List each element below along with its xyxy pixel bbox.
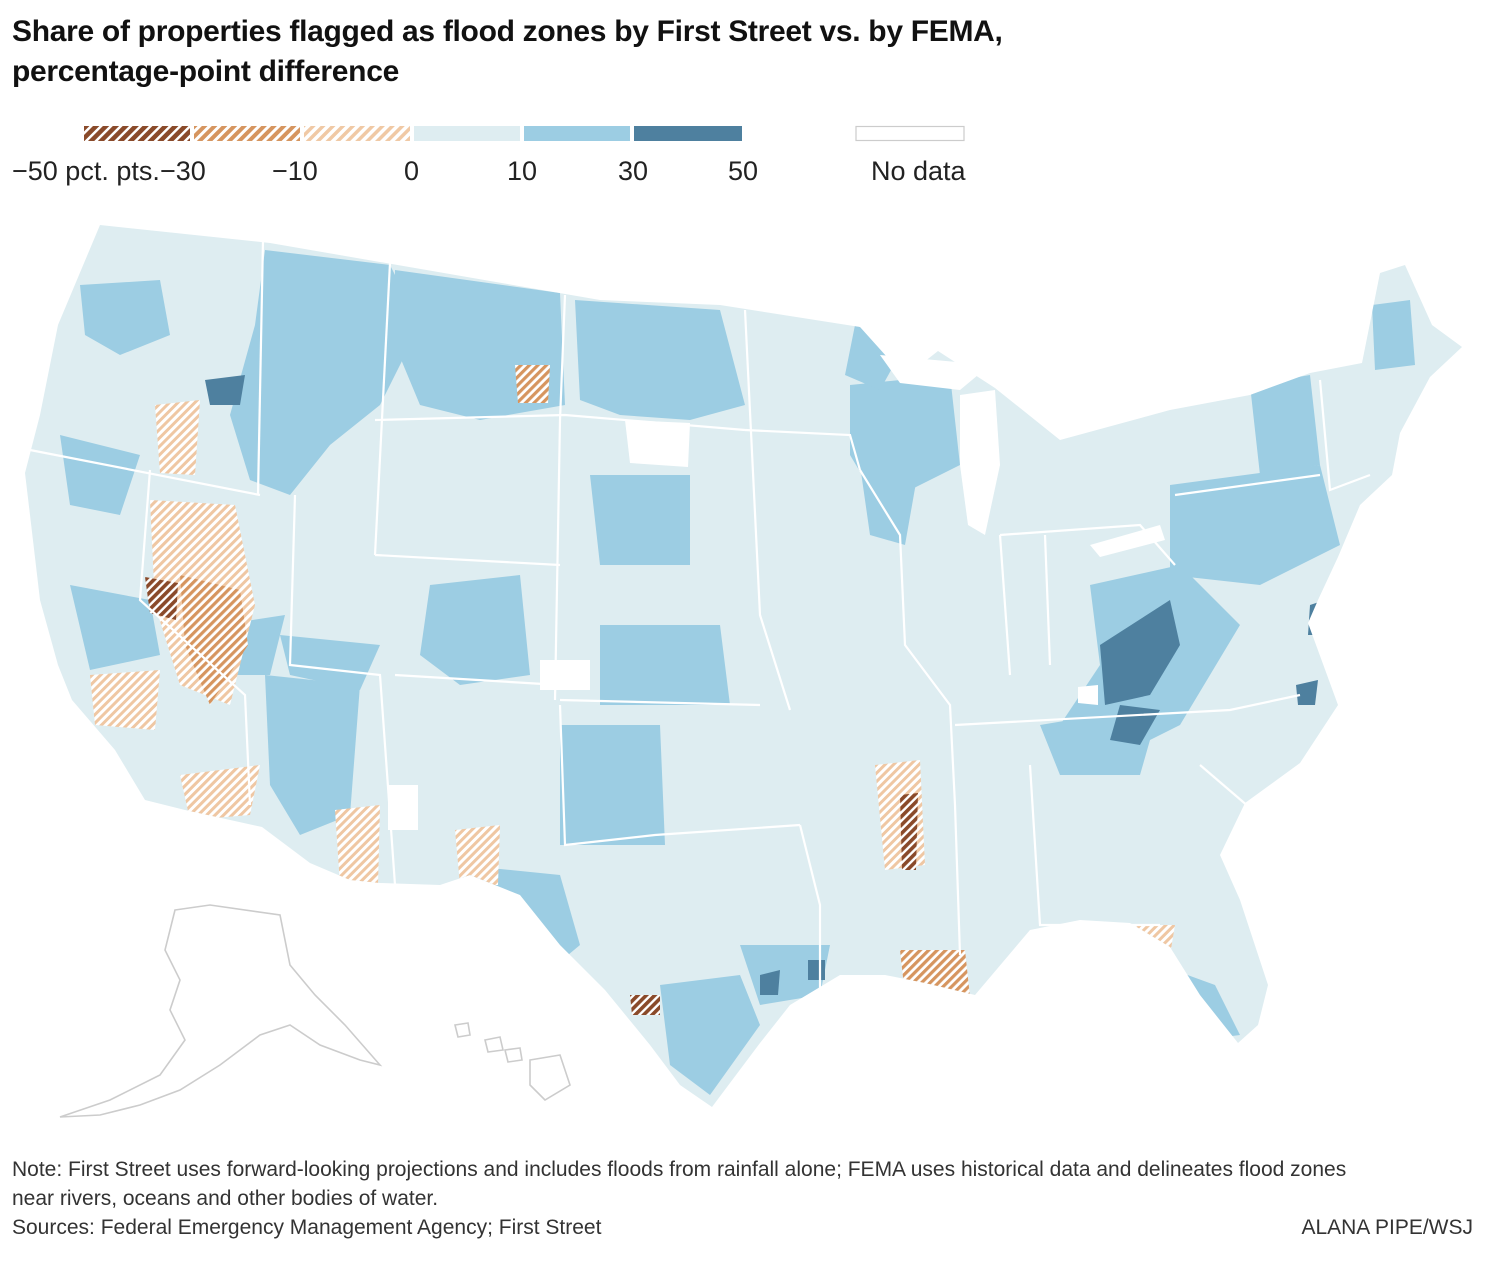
- legend-swatch-10-30: [524, 126, 630, 141]
- region-houston-dark: [760, 970, 780, 995]
- hawaii-inset: [454, 1022, 571, 1102]
- map: [0, 205, 1487, 1140]
- legend-label-0: 0: [404, 156, 420, 186]
- region-mississippi-dark-hatched: [900, 793, 918, 870]
- region-arizona: [265, 675, 360, 835]
- nodata-new-mexico: [388, 785, 418, 830]
- region-idaho-dark: [205, 375, 245, 405]
- legend-label-m10: −10: [272, 156, 318, 186]
- region-maine-cluster: [1372, 300, 1415, 370]
- region-nevada-mid-hatched: [180, 575, 248, 705]
- sources: Sources: Federal Emergency Management Ag…: [12, 1216, 602, 1239]
- us-land: [25, 225, 1462, 1107]
- legend: −50 pct. pts. −30 −10 0 10 30 50 No data: [0, 120, 1000, 200]
- lake-michigan: [960, 390, 1000, 535]
- region-oklahoma-cluster: [560, 725, 665, 845]
- region-kentucky-wv-dark: [1100, 600, 1180, 705]
- region-nebraska-cluster: [590, 475, 690, 565]
- chart-title: Share of properties flagged as flood zon…: [12, 12, 1212, 92]
- title-line-1: Share of properties flagged as flood zon…: [12, 15, 1003, 48]
- region-kansas-cluster: [600, 625, 730, 705]
- legend-swatch-neg-30-10: [194, 126, 300, 141]
- nodata-kentucky: [1078, 685, 1098, 705]
- note-line-2: near rivers, oceans and other bodies of …: [12, 1187, 439, 1210]
- legend-label-m50: −50 pct. pts.: [12, 156, 160, 186]
- region-montana-hatched: [515, 365, 550, 403]
- region-northern-rockies: [230, 250, 420, 495]
- legend-label-50: 50: [728, 156, 759, 186]
- region-colorado-cluster: [420, 575, 530, 685]
- region-washington-cluster: [80, 280, 170, 355]
- legend-label-m30: −30: [160, 156, 206, 186]
- region-louisiana-hatched: [900, 950, 970, 997]
- us-county-map: [25, 225, 1462, 1118]
- note-line-1: Note: First Street uses forward-looking …: [12, 1158, 1347, 1181]
- region-new-york-north: [1250, 375, 1320, 475]
- region-texas-panhandle-hatched: [455, 825, 500, 885]
- region-oregon-cluster: [60, 435, 140, 515]
- region-virginia-dark: [1296, 680, 1318, 705]
- region-arizona-south-hatched: [180, 765, 260, 820]
- legend-swatch-neg-10-0: [304, 126, 410, 141]
- alaska-inset: [59, 904, 383, 1118]
- region-illinois-cluster: [860, 460, 920, 545]
- region-new-mexico-hatched: [335, 805, 380, 885]
- legend-swatches: [84, 125, 965, 142]
- legend-label-30: 30: [618, 156, 649, 186]
- legend-swatch-30-50: [634, 126, 742, 141]
- nodata-colorado: [540, 660, 590, 690]
- nodata-south-dakota: [625, 420, 690, 467]
- region-georgia-hatched: [1080, 925, 1175, 955]
- region-nevada-dark-hatched: [145, 577, 178, 620]
- legend-swatch-no-data: [855, 125, 965, 142]
- note: Note: First Street uses forward-looking …: [12, 1155, 1452, 1242]
- region-california-central: [70, 585, 160, 670]
- legend-label-no-data: No data: [871, 156, 966, 186]
- region-texas-south: [660, 975, 760, 1095]
- lake-superior: [880, 355, 990, 390]
- region-pennsylvania-ny: [1170, 465, 1340, 585]
- region-north-dakota: [575, 300, 745, 420]
- legend-label-10: 10: [507, 156, 538, 186]
- region-new-jersey-dark: [1308, 600, 1325, 635]
- region-socal-hatched: [90, 670, 160, 730]
- region-florida-south-hatched: [1205, 1045, 1260, 1097]
- title-line-2: percentage-point difference: [12, 55, 399, 88]
- legend-swatch-neg-50-30: [84, 126, 190, 141]
- credit: ALANA PIPE/WSJ: [1301, 1216, 1473, 1239]
- legend-swatch-0-10: [414, 126, 520, 141]
- region-utah-colorado: [280, 635, 380, 690]
- region-south-texas-hatched: [630, 995, 660, 1015]
- region-texas-west: [460, 865, 580, 995]
- region-idaho-hatched: [155, 400, 200, 475]
- region-galveston-dark: [808, 960, 825, 980]
